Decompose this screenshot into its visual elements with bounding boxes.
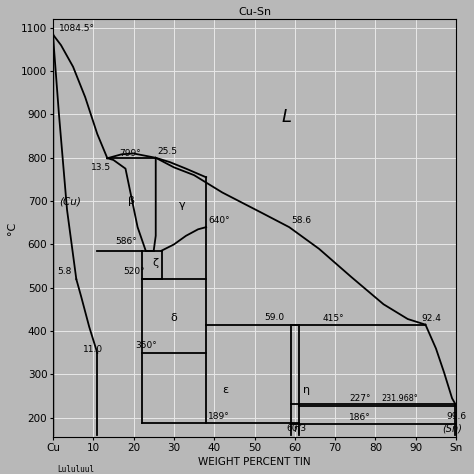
Text: (Sn): (Sn) <box>442 424 462 434</box>
Text: 1084.5°: 1084.5° <box>59 24 95 33</box>
Text: 25.5: 25.5 <box>157 147 177 156</box>
Text: ε: ε <box>222 385 228 395</box>
Text: 60.3: 60.3 <box>287 424 307 433</box>
Text: Lululuul: Lululuul <box>57 465 94 474</box>
Text: 640°: 640° <box>208 216 230 225</box>
Text: γ: γ <box>179 201 185 210</box>
Text: 189°: 189° <box>208 412 230 421</box>
Text: 231.968°: 231.968° <box>382 394 418 403</box>
Text: 92.4: 92.4 <box>422 314 442 323</box>
Title: Cu-Sn: Cu-Sn <box>238 7 271 17</box>
Text: 186°: 186° <box>349 413 371 422</box>
Text: 59.0: 59.0 <box>264 313 285 322</box>
Text: 799°: 799° <box>119 149 141 158</box>
X-axis label: WEIGHT PERCENT TIN: WEIGHT PERCENT TIN <box>198 457 311 467</box>
Text: η’: η’ <box>293 424 302 434</box>
Text: 415°: 415° <box>323 314 345 323</box>
Text: L: L <box>282 108 292 126</box>
Text: 5.8: 5.8 <box>57 267 71 276</box>
Text: 520°: 520° <box>123 267 145 276</box>
Text: 586°: 586° <box>115 237 137 246</box>
Text: β: β <box>128 196 135 206</box>
Text: 13.5: 13.5 <box>91 163 111 172</box>
Text: 227°: 227° <box>349 394 371 403</box>
Text: 99.6: 99.6 <box>446 412 466 421</box>
Y-axis label: °C: °C <box>7 222 17 235</box>
Text: 58.6: 58.6 <box>291 216 311 225</box>
Text: δ: δ <box>171 313 177 323</box>
Text: (Cu): (Cu) <box>59 196 81 206</box>
Text: ζ: ζ <box>153 258 159 268</box>
Text: 11.0: 11.0 <box>83 345 103 354</box>
Text: η: η <box>303 385 310 395</box>
Text: 350°: 350° <box>136 341 157 350</box>
